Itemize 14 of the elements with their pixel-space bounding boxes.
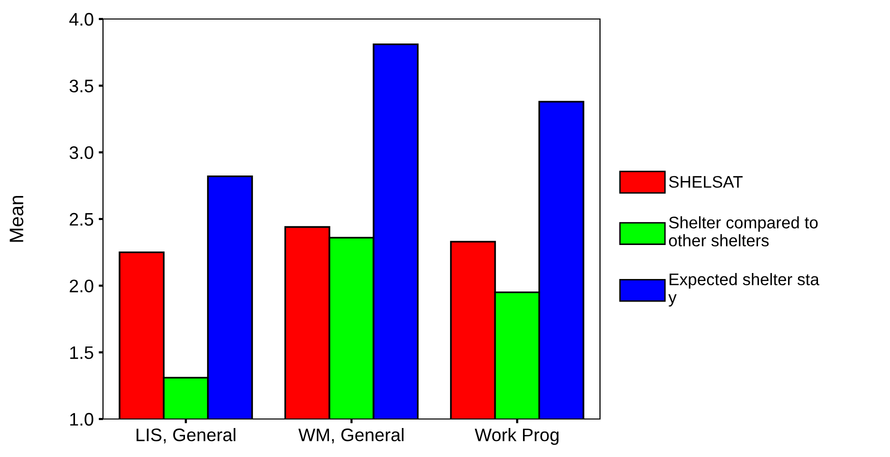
x-tick-label: WM, General (298, 428, 404, 444)
legend-label: Shelter compared to other shelters (669, 216, 818, 246)
x-tick-label: LIS, General (136, 428, 236, 444)
legend-label: SHELSAT (669, 176, 743, 188)
y-tick-label: 3.0 (70, 146, 94, 160)
legend-label: Expected shelter sta y (668, 273, 820, 307)
y-tick-label: 3.5 (70, 80, 94, 92)
y-axis-title: Mean (10, 196, 24, 242)
y-tick-label: 1.0 (70, 412, 94, 426)
y-tick-label: 2.0 (70, 280, 94, 292)
x-tick-label: Work Prog (474, 428, 558, 445)
y-tick-label: 4.0 (69, 12, 94, 26)
y-tick-label: 1.5 (70, 346, 94, 360)
y-tick-label: 2.5 (70, 212, 94, 226)
